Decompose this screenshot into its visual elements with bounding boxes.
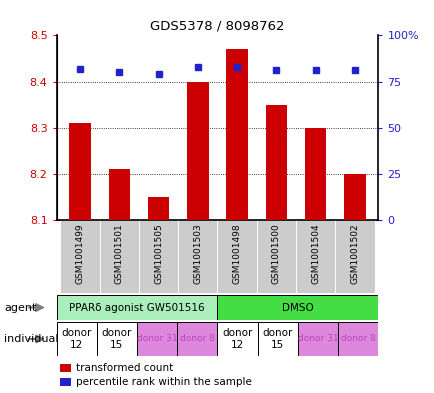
Bar — [59, 364, 71, 372]
Text: GSM1001499: GSM1001499 — [76, 224, 84, 285]
FancyBboxPatch shape — [256, 220, 295, 293]
Bar — [187, 81, 208, 220]
FancyBboxPatch shape — [217, 220, 256, 293]
Text: donor 31: donor 31 — [297, 334, 338, 343]
Text: donor
12: donor 12 — [222, 328, 252, 350]
FancyBboxPatch shape — [56, 322, 97, 356]
FancyBboxPatch shape — [137, 322, 177, 356]
Text: donor
12: donor 12 — [61, 328, 92, 350]
FancyBboxPatch shape — [295, 220, 335, 293]
FancyBboxPatch shape — [177, 322, 217, 356]
Text: transformed count: transformed count — [76, 363, 173, 373]
FancyBboxPatch shape — [99, 220, 139, 293]
Bar — [59, 378, 71, 386]
Text: percentile rank within the sample: percentile rank within the sample — [76, 377, 251, 387]
Text: individual: individual — [4, 334, 59, 344]
Bar — [265, 105, 286, 220]
FancyBboxPatch shape — [338, 322, 378, 356]
Bar — [69, 123, 91, 220]
Bar — [343, 174, 365, 220]
FancyBboxPatch shape — [97, 322, 137, 356]
Text: agent: agent — [4, 303, 36, 312]
Bar — [148, 197, 169, 220]
Title: GDS5378 / 8098762: GDS5378 / 8098762 — [150, 20, 284, 33]
Bar — [108, 169, 130, 220]
Text: GSM1001500: GSM1001500 — [271, 224, 280, 285]
Text: GSM1001502: GSM1001502 — [350, 224, 358, 285]
Text: donor 8: donor 8 — [180, 334, 214, 343]
Text: DMSO: DMSO — [282, 303, 313, 312]
Text: donor
15: donor 15 — [262, 328, 293, 350]
Text: GSM1001503: GSM1001503 — [193, 224, 202, 285]
Text: donor 31: donor 31 — [137, 334, 177, 343]
FancyBboxPatch shape — [56, 295, 217, 320]
FancyBboxPatch shape — [217, 322, 257, 356]
FancyBboxPatch shape — [178, 220, 217, 293]
Bar — [226, 49, 247, 220]
FancyBboxPatch shape — [139, 220, 178, 293]
Text: PPARδ agonist GW501516: PPARδ agonist GW501516 — [69, 303, 204, 312]
FancyBboxPatch shape — [217, 295, 378, 320]
Bar — [304, 128, 326, 220]
Text: donor 8: donor 8 — [340, 334, 375, 343]
FancyBboxPatch shape — [60, 220, 99, 293]
Text: GSM1001504: GSM1001504 — [310, 224, 319, 285]
Text: GSM1001498: GSM1001498 — [232, 224, 241, 285]
FancyBboxPatch shape — [297, 322, 338, 356]
Text: donor
15: donor 15 — [102, 328, 132, 350]
FancyBboxPatch shape — [335, 220, 374, 293]
FancyBboxPatch shape — [257, 322, 297, 356]
Text: GSM1001501: GSM1001501 — [115, 224, 124, 285]
Text: GSM1001505: GSM1001505 — [154, 224, 163, 285]
